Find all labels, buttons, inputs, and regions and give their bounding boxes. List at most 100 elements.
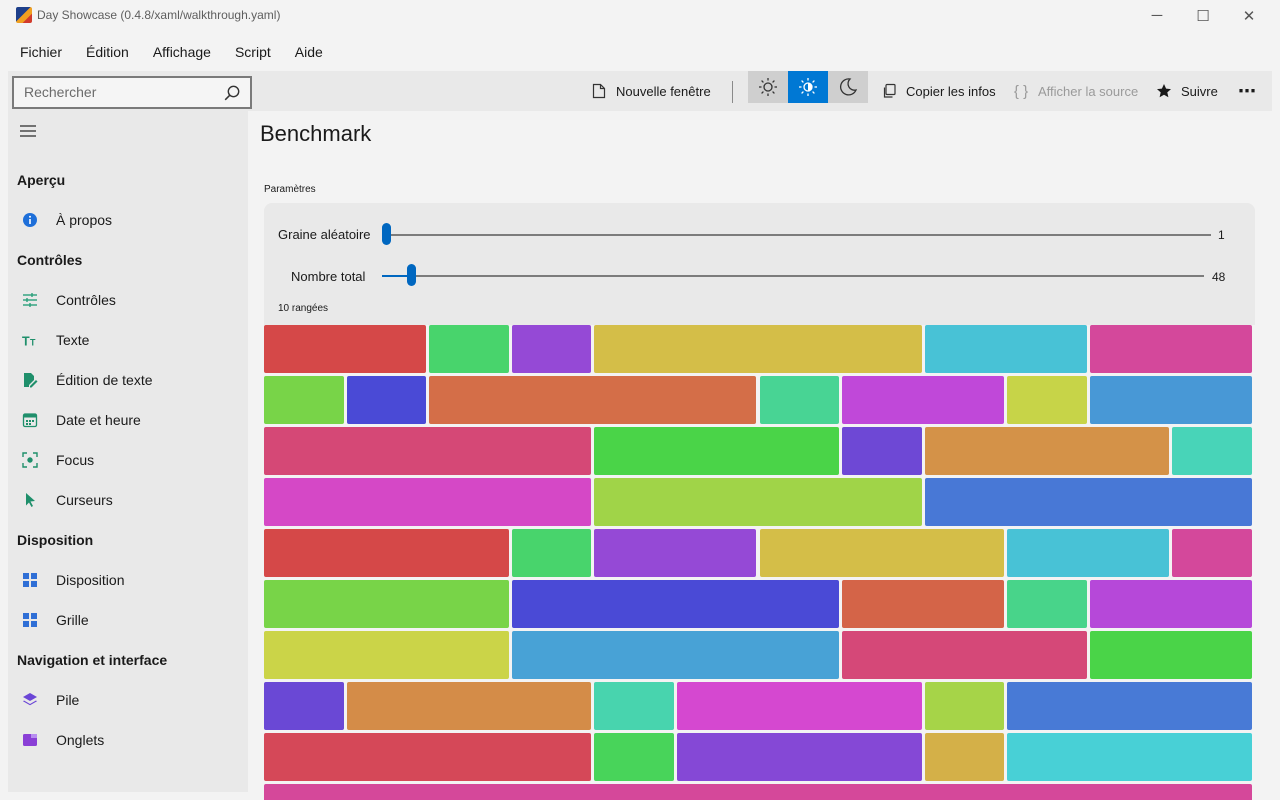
toolbar-separator [732, 81, 733, 103]
total-slider[interactable] [382, 264, 1204, 286]
params-panel: Graine aléatoire 1 Nombre total 48 10 ra… [264, 203, 1255, 325]
layout-icon [22, 572, 38, 588]
benchmark-tile [511, 325, 592, 373]
minimize-button[interactable]: ─ [1151, 7, 1163, 24]
sliders-icon [22, 292, 38, 308]
svg-text:T: T [22, 334, 30, 348]
total-slider-label: Nombre total [291, 269, 366, 284]
follow-button[interactable]: Suivre [1155, 71, 1218, 111]
main-content: Benchmark Paramètres Graine aléatoire 1 … [248, 111, 1272, 800]
dark-theme-button[interactable] [828, 71, 868, 103]
calendar-icon [22, 412, 38, 428]
menu-bar: Fichier Édition Affichage Script Aide [0, 38, 327, 66]
sidebar-item-pile[interactable]: Pile [8, 682, 248, 718]
benchmark-tile [264, 580, 509, 628]
copy-info-label: Copier les infos [906, 83, 996, 99]
params-label: Paramètres [264, 184, 316, 195]
benchmark-tile [594, 325, 922, 373]
benchmark-tile [1007, 529, 1170, 577]
moon-icon [839, 78, 858, 96]
benchmark-tile [842, 427, 922, 475]
benchmark-tile [759, 376, 840, 424]
stack-icon [22, 692, 38, 708]
benchmark-tile [1089, 325, 1252, 373]
seed-slider-thumb[interactable] [382, 223, 391, 245]
search-box [12, 76, 252, 109]
sidebar-item-label: Onglets [56, 732, 105, 748]
sidebar-item-disposition[interactable]: Disposition [8, 562, 248, 598]
sidebar-item-label: Curseurs [56, 492, 113, 508]
benchmark-tile [1007, 682, 1253, 730]
seed-slider[interactable] [382, 223, 1211, 245]
hamburger-menu-icon[interactable] [19, 123, 37, 139]
follow-label: Suivre [1181, 83, 1218, 99]
menu-affichage[interactable]: Affichage [152, 44, 211, 60]
benchmark-tile [924, 682, 1005, 730]
search-input[interactable] [14, 78, 214, 106]
seed-slider-value: 1 [1218, 228, 1225, 242]
benchmark-tile [842, 376, 1005, 424]
benchmark-tile [842, 580, 1005, 628]
total-slider-thumb[interactable] [407, 264, 416, 286]
benchmark-tile [264, 427, 592, 475]
light-theme-button[interactable] [748, 71, 788, 103]
contrast-theme-button[interactable] [788, 71, 828, 103]
sidebar-item-label: Édition de texte [56, 372, 153, 388]
benchmark-tile [759, 529, 1005, 577]
benchmark-tile [511, 529, 592, 577]
star-icon [1155, 82, 1173, 100]
benchmark-tile [1089, 580, 1252, 628]
benchmark-tile [429, 325, 509, 373]
sidebar-item-label: À propos [56, 212, 113, 228]
benchmark-tile [511, 580, 840, 628]
new-window-button[interactable]: Nouvelle fenêtre [590, 71, 711, 111]
benchmark-tile [264, 631, 509, 679]
search-icon[interactable] [224, 85, 240, 101]
benchmark-tile [924, 478, 1252, 526]
menu-fichier[interactable]: Fichier [20, 44, 63, 60]
sidebar-item-grille[interactable]: Grille [8, 602, 248, 638]
benchmark-tile [1007, 376, 1087, 424]
document-icon [590, 82, 608, 100]
sidebar-item-controles[interactable]: Contrôles [8, 282, 248, 318]
section-disposition: Disposition [17, 532, 94, 548]
benchmark-tile [676, 733, 922, 781]
close-button[interactable]: ✕ [1242, 7, 1256, 25]
sun-icon [759, 78, 777, 96]
focus-icon [22, 452, 38, 468]
section-apercu: Aperçu [17, 172, 66, 188]
sidebar-item-focus[interactable]: Focus [8, 442, 248, 478]
menu-aide[interactable]: Aide [294, 44, 323, 60]
braces-icon: { } [1013, 82, 1029, 100]
total-slider-fill [382, 275, 407, 277]
sidebar-item-date-heure[interactable]: Date et heure [8, 402, 248, 438]
maximize-button[interactable]: ☐ [1196, 7, 1210, 25]
window-title: Day Showcase (0.4.8/xaml/walkthrough.yam… [37, 8, 281, 22]
benchmark-tile [594, 529, 757, 577]
show-source-button[interactable]: { } Afficher la source [1012, 71, 1138, 111]
benchmark-tile [924, 427, 1170, 475]
benchmark-tile [676, 682, 922, 730]
page-title: Benchmark [260, 121, 372, 146]
tabs-icon [22, 732, 38, 748]
more-options-button[interactable]: ⋯ [1238, 71, 1256, 111]
benchmark-tile [264, 529, 509, 577]
benchmark-tile [842, 631, 1087, 679]
sidebar-item-onglets[interactable]: Onglets [8, 722, 248, 758]
more-icon: ⋯ [1238, 80, 1256, 101]
benchmark-tile [1089, 376, 1252, 424]
copy-info-button[interactable]: Copier les infos [880, 71, 996, 111]
benchmark-tile [264, 325, 427, 373]
menu-edition[interactable]: Édition [86, 44, 129, 60]
sidebar-item-a-propos[interactable]: À propos [8, 202, 248, 238]
menu-script[interactable]: Script [234, 44, 271, 60]
benchmark-tile [594, 682, 674, 730]
sidebar-item-curseurs[interactable]: Curseurs [8, 482, 248, 518]
benchmark-tile [264, 682, 344, 730]
sidebar-item-edition-texte[interactable]: Édition de texte [8, 362, 248, 398]
sidebar-item-label: Texte [56, 332, 90, 348]
benchmark-tile [1172, 427, 1252, 475]
